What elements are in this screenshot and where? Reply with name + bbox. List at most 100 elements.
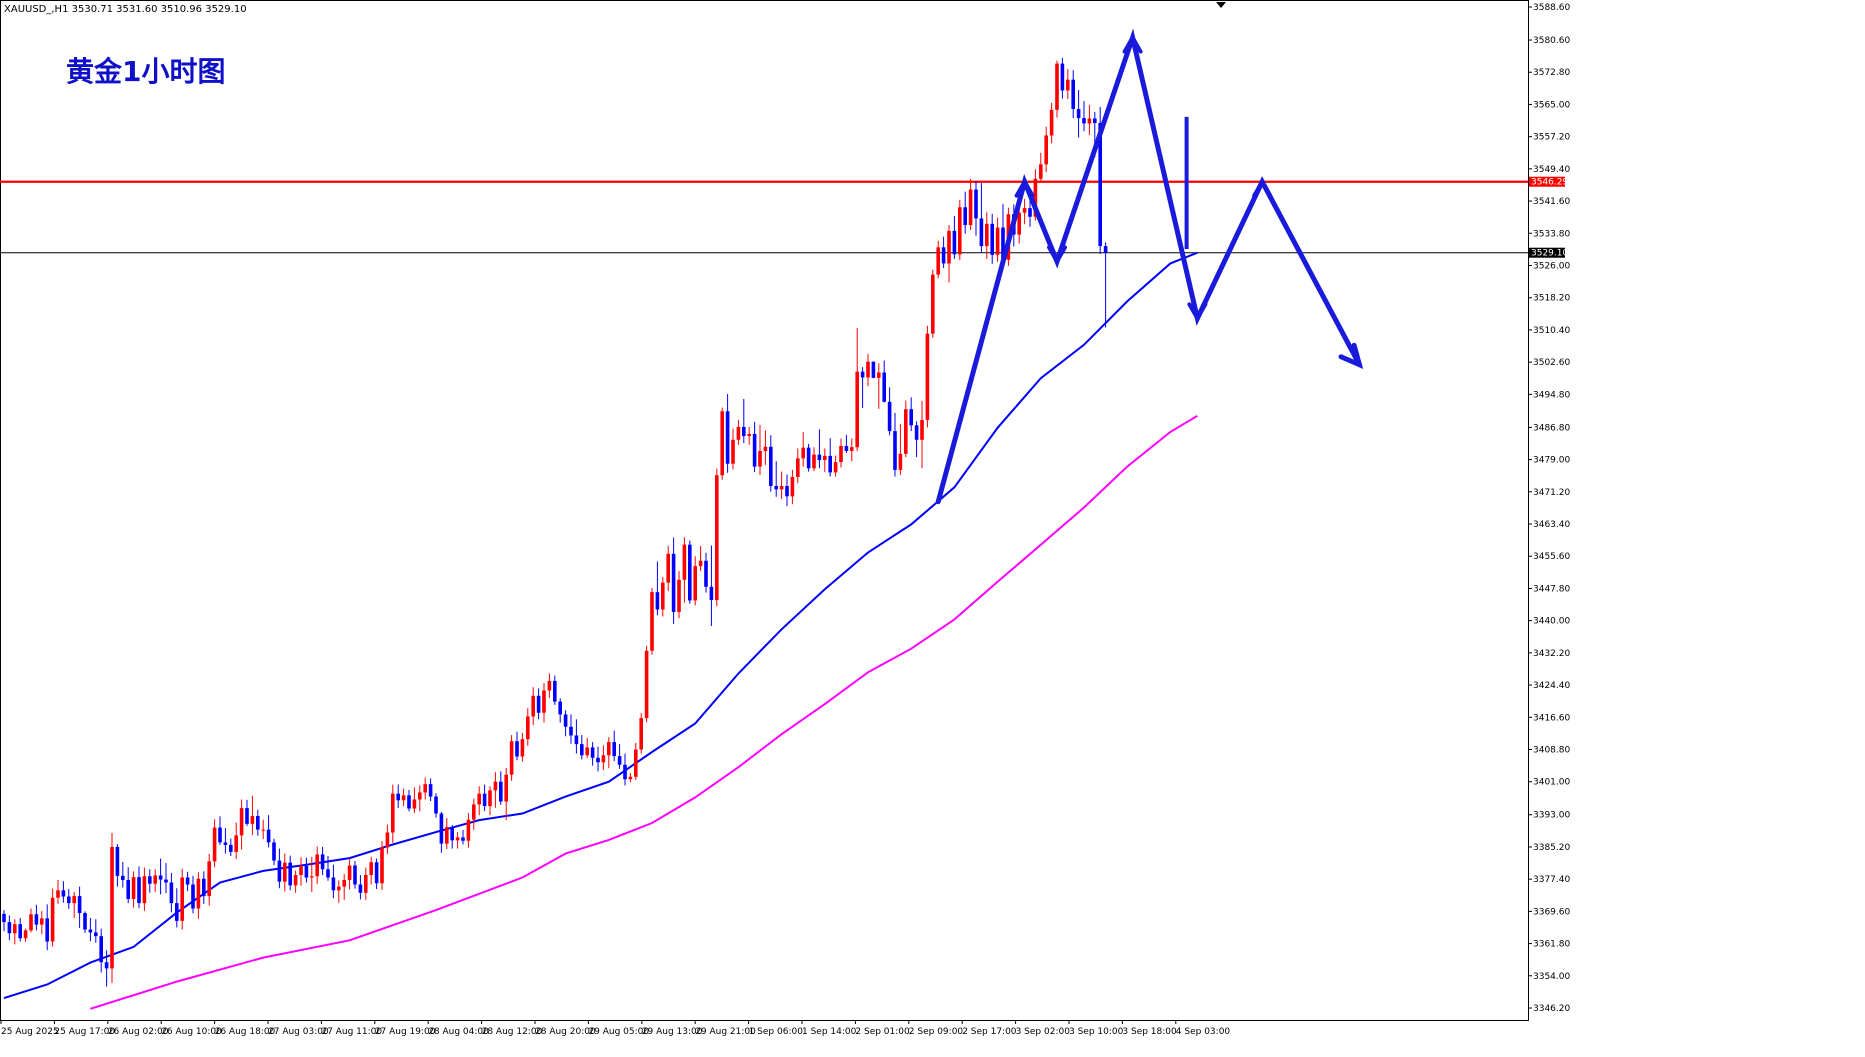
candle-body — [326, 869, 330, 878]
candle-body — [693, 566, 697, 601]
candle-body — [234, 835, 238, 852]
candle-body — [396, 793, 400, 801]
candle-body — [434, 796, 438, 814]
candle-body — [304, 865, 309, 878]
candle-body — [256, 815, 260, 830]
x-tick-label: 27 Aug 03:00 — [268, 1027, 329, 1037]
horizontal-lines[interactable] — [0, 180, 1528, 254]
candle-body — [245, 808, 249, 824]
candle-body — [77, 896, 82, 914]
chart-annotation: 黄金1小时图 — [66, 55, 225, 88]
candle-body — [7, 922, 12, 934]
y-tick-label: 3533.80 — [1533, 229, 1570, 239]
candle-body — [634, 749, 638, 777]
candle-body — [315, 854, 319, 877]
candle-body — [164, 879, 168, 883]
candle-body — [504, 774, 508, 802]
candle-body — [563, 714, 568, 727]
y-tick-label: 3408.80 — [1533, 745, 1570, 755]
candle-body — [947, 230, 951, 264]
candle-body — [547, 680, 552, 691]
trend-drawings[interactable] — [935, 28, 1364, 505]
candle-body — [369, 862, 373, 876]
x-tick-label: 28 Aug 04:00 — [428, 1027, 489, 1037]
candle-body — [29, 914, 33, 931]
candle-body — [380, 847, 384, 884]
candle-body — [877, 372, 881, 378]
candle-body — [1087, 118, 1092, 124]
x-tick-label: 26 Aug 10:00 — [161, 1027, 222, 1037]
y-tick-label: 3510.40 — [1533, 326, 1570, 336]
y-tick-label: 3393.00 — [1533, 811, 1570, 821]
candle-body — [158, 875, 163, 880]
y-tick-label: 3494.80 — [1533, 390, 1570, 400]
candle-body — [67, 896, 71, 904]
candle-body — [1103, 246, 1108, 253]
candle-body — [601, 755, 606, 763]
candle-body — [169, 882, 174, 904]
y-tick-label: 3565.00 — [1533, 100, 1570, 110]
candle-body — [266, 829, 271, 843]
candle-body — [569, 726, 573, 736]
candle-body — [661, 582, 665, 610]
y-tick-label: 3479.00 — [1533, 456, 1570, 466]
candle-body — [99, 936, 103, 963]
candle-body — [596, 757, 600, 763]
candle-body — [531, 695, 535, 717]
candle-body — [299, 865, 303, 876]
candle-body — [18, 924, 22, 939]
y-tick-label: 3377.40 — [1533, 875, 1570, 885]
candle-body — [358, 884, 363, 893]
candle-body — [871, 361, 876, 378]
y-tick-label: 3572.80 — [1533, 68, 1570, 78]
shift-marker-icon[interactable] — [1216, 2, 1226, 8]
down-arrow-icon[interactable] — [1047, 245, 1067, 266]
candle-body — [936, 247, 940, 275]
candle-body — [677, 579, 681, 612]
candle-body — [488, 790, 492, 807]
y-tick-label: 3549.40 — [1533, 165, 1570, 175]
current-price-tag — [1529, 247, 1565, 258]
candle-body — [666, 553, 670, 583]
candle-body — [412, 799, 417, 809]
y-tick-label: 3557.20 — [1533, 133, 1570, 143]
y-tick-label: 3471.20 — [1533, 488, 1570, 498]
candle-body — [110, 846, 114, 969]
candle-body — [742, 426, 746, 437]
symbol-info: XAUUSD_,H1 3530.71 3531.60 3510.96 3529.… — [4, 4, 247, 15]
candle-body — [785, 486, 789, 497]
x-tick-label: 3 Sep 10:00 — [1069, 1027, 1124, 1037]
candle-body — [148, 876, 152, 884]
candle-body — [56, 890, 60, 898]
candle-body — [175, 903, 179, 921]
candle-body — [725, 411, 730, 464]
y-tick-label: 3354.00 — [1533, 972, 1570, 982]
candle-body — [682, 544, 687, 580]
candle-body — [909, 409, 913, 426]
price-tags: 3546.29 3529.10 — [1529, 176, 1568, 259]
candle-body — [958, 207, 962, 255]
x-tick-label: 29 Aug 21:00 — [695, 1027, 756, 1037]
down-arrow-icon[interactable] — [1338, 342, 1364, 369]
candle-body — [752, 433, 757, 467]
y-tick-label: 3541.60 — [1533, 197, 1570, 207]
candle-body — [979, 218, 984, 247]
candle-body — [1033, 178, 1038, 217]
candle-body — [72, 896, 76, 904]
candle-body — [704, 560, 708, 587]
y-tick-label: 3486.80 — [1533, 423, 1570, 433]
candle-body — [817, 454, 822, 461]
up-arrow-icon[interactable] — [1014, 177, 1035, 198]
candle-body — [1017, 212, 1021, 235]
candle-body — [320, 854, 325, 870]
candle-body — [121, 875, 125, 880]
down-arrow-icon[interactable] — [1187, 302, 1208, 323]
up-arrow-icon[interactable] — [1252, 177, 1273, 198]
up-arrow-icon[interactable] — [1122, 33, 1143, 54]
candle-body — [823, 455, 827, 461]
candle-body — [1066, 79, 1070, 91]
candle-body — [590, 747, 595, 758]
candle-body — [126, 879, 130, 899]
candle-body — [261, 829, 265, 831]
candle-body — [612, 742, 616, 757]
